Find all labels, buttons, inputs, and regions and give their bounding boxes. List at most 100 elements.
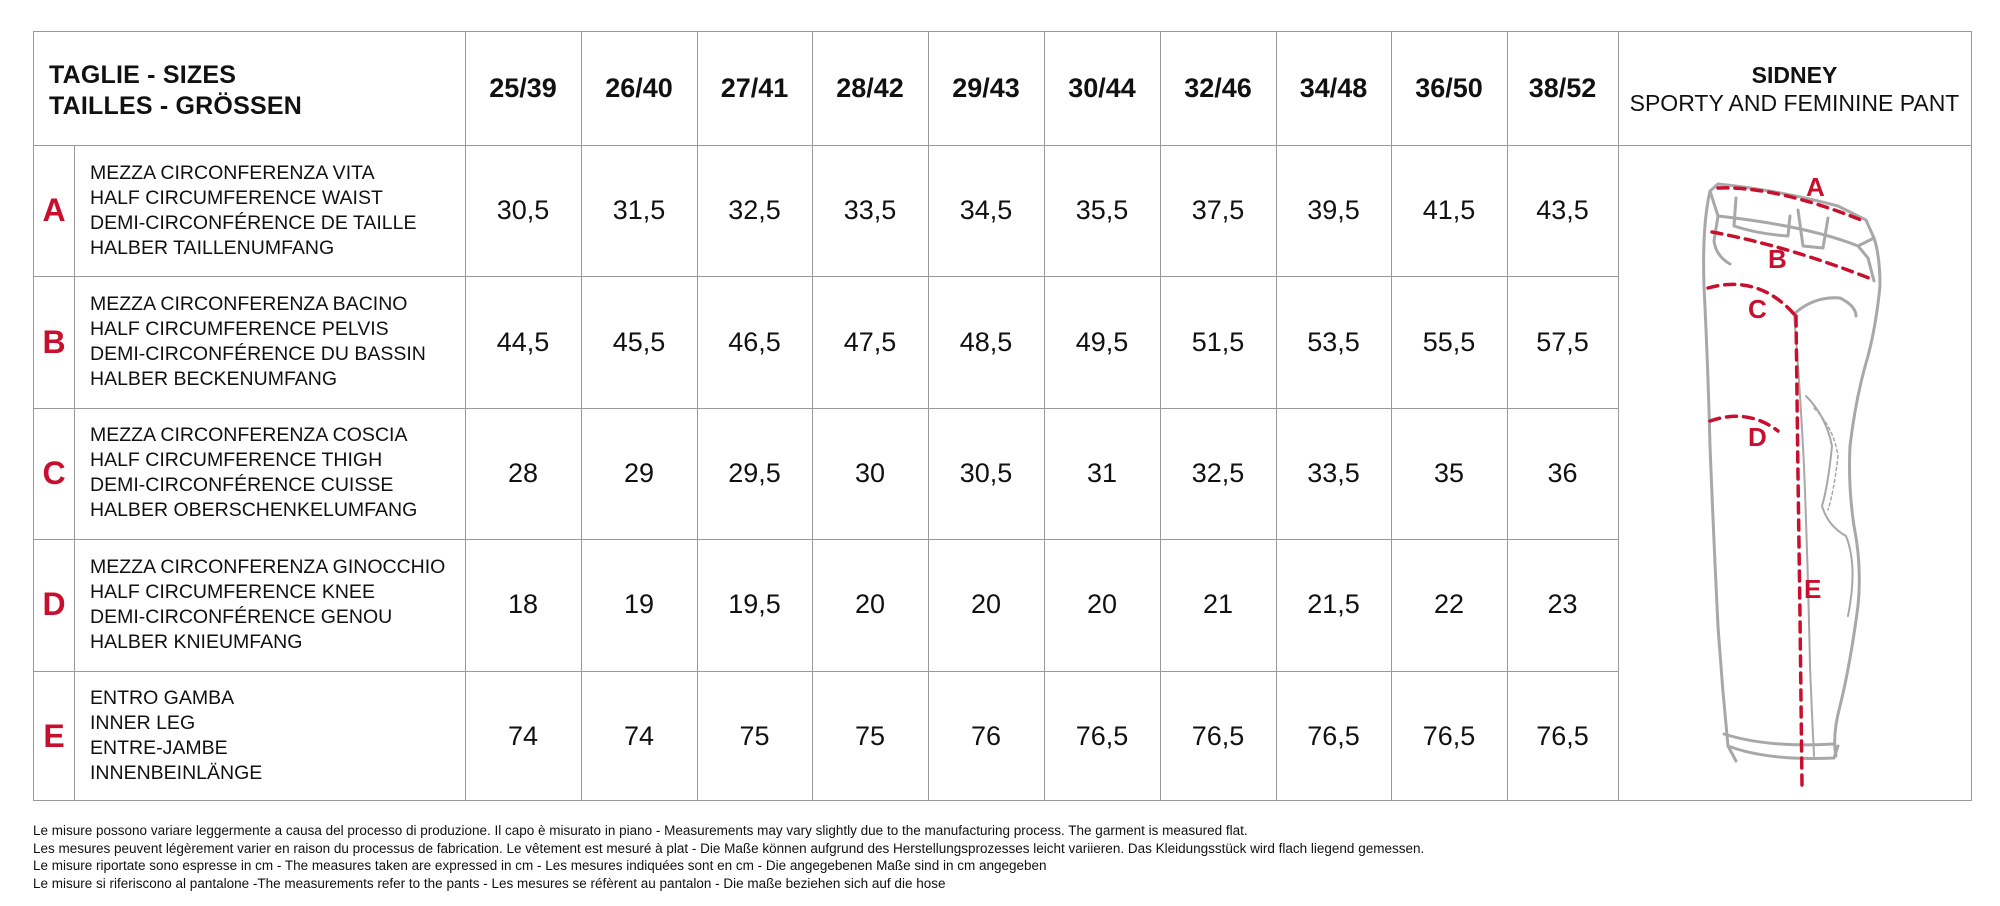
title-line-1: TAGLIE - SIZES: [49, 61, 237, 89]
measure-description: ENTRO GAMBA INNER LEG ENTRE-JAMBE INNENBEIN…: [90, 673, 262, 800]
size-header: 26/40: [605, 73, 673, 103]
measure-value: 29,5: [728, 457, 781, 488]
footnotes: Le misure possono variare leggermente a …: [33, 822, 1424, 892]
measure-description: MEZZA CIRCONFERENZA VITA HALF CIRCUMFEREN…: [90, 147, 417, 274]
measure-value: 49,5: [1075, 326, 1129, 357]
measure-value: 76,5: [1075, 720, 1129, 751]
size-header: 29/43: [952, 73, 1020, 103]
size-header: 36/50: [1415, 73, 1483, 103]
measure-letter: C: [42, 454, 66, 491]
measure-value: 74: [507, 720, 539, 751]
column-divider: [1276, 32, 1277, 800]
measure-value: 18: [507, 589, 539, 620]
measure-value: 39,5: [1307, 195, 1360, 226]
row-divider: [1618, 145, 1971, 146]
table-title: TAGLIE - SIZES TAILLES - GRÖSSEN: [49, 60, 302, 122]
measure-label: ENTRE-JAMBE: [90, 737, 228, 760]
measure-value: 76,5: [1536, 720, 1589, 751]
measure-label: MEZZA CIRCONFERENZA COSCIA: [90, 424, 408, 447]
measure-value: 48,5: [959, 326, 1013, 357]
column-divider: [697, 32, 698, 800]
measure-value: 57,5: [1536, 326, 1589, 357]
column-divider: [812, 32, 813, 800]
measure-letter: A: [42, 192, 66, 229]
note-line: Le misure riportate sono espresse in cm …: [33, 858, 1047, 874]
measure-value: 30,5: [959, 457, 1013, 488]
measure-value: 19,5: [728, 589, 781, 620]
measure-value: 32,5: [728, 195, 781, 226]
measure-label: HALBER KNIEUMFANG: [90, 630, 303, 653]
size-header: 25/39: [489, 73, 557, 103]
column-divider: [581, 32, 582, 800]
measure-description: MEZZA CIRCONFERENZA COSCIA HALF CIRCUMFER…: [90, 410, 417, 537]
row-divider: [34, 407, 1618, 409]
row-divider: [34, 539, 1618, 541]
measure-value: 20: [970, 589, 1002, 620]
measure-value: 76,5: [1422, 720, 1476, 751]
measure-label: MEZZA CIRCONFERENZA GINOCCHIO: [90, 555, 446, 578]
measure-value: 76,5: [1307, 720, 1360, 751]
size-header: 27/41: [720, 73, 789, 103]
measure-label: HALF CIRCUMFERENCE WAIST: [90, 186, 383, 209]
measure-label: DEMI-CIRCONFÉRENCE DE TAILLE: [90, 211, 417, 234]
measure-value: 31: [1086, 457, 1118, 488]
measure-letter: B: [42, 323, 66, 360]
measure-value: 34,5: [959, 195, 1013, 226]
measure-line-e: [1794, 314, 1804, 788]
size-header: 38/52: [1528, 73, 1597, 103]
marker-e: E: [1804, 574, 1821, 604]
measure-letter: E: [43, 717, 65, 754]
measure-value: 41,5: [1422, 195, 1476, 226]
measure-value: 53,5: [1307, 326, 1360, 357]
measure-label: MEZZA CIRCONFERENZA BACINO: [90, 293, 408, 316]
measure-label: DEMI-CIRCONFÉRENCE CUISSE: [90, 474, 394, 497]
row-divider: [34, 145, 1618, 146]
note-line: Le misure si riferiscono al pantalone -T…: [33, 875, 946, 891]
measure-value: 45,5: [612, 326, 666, 357]
size-chart-table: TAGLIE - SIZES TAILLES - GRÖSSEN SIDNEY …: [33, 31, 1972, 801]
size-header: 34/48: [1299, 73, 1368, 103]
measure-value: 35,5: [1075, 195, 1129, 226]
column-divider: [1044, 32, 1045, 800]
note-line: Le misure possono variare leggermente a …: [33, 823, 1248, 838]
measure-value: 21,5: [1307, 589, 1360, 620]
model-description: SPORTY AND FEMININE PANT: [1629, 89, 1960, 116]
measure-letter: D: [42, 586, 66, 623]
marker-a: A: [1806, 172, 1825, 202]
title-line-2: TAILLES - GRÖSSEN: [49, 92, 302, 120]
measure-label: DEMI-CIRCONFÉRENCE DU BASSIN: [90, 343, 426, 366]
measure-label: HALBER OBERSCHENKELUMFANG: [90, 499, 418, 522]
model-header: SIDNEY SPORTY AND FEMININE PANT: [1618, 32, 1971, 145]
measure-label: INNER LEG: [90, 712, 196, 735]
measure-value: 30,5: [496, 195, 550, 226]
measure-label: HALBER TAILLENUMFANG: [90, 236, 335, 259]
measure-value: 47,5: [843, 326, 897, 357]
measure-value: 76: [970, 720, 1002, 751]
row-divider: [34, 276, 1618, 278]
size-header: 30/44: [1068, 73, 1136, 103]
measure-value: 55,5: [1422, 326, 1476, 357]
measure-label: INNENBEINLÄNGE: [90, 762, 263, 785]
measure-label: HALF CIRCUMFERENCE THIGH: [90, 449, 383, 472]
marker-c: C: [1748, 294, 1767, 324]
measure-label: HALF CIRCUMFERENCE PELVIS: [90, 318, 389, 341]
measure-value: 75: [739, 720, 770, 751]
marker-d: D: [1748, 422, 1767, 452]
measure-value: 28: [507, 457, 539, 488]
note-line: Les mesures peuvent légèrement varier en…: [33, 840, 1425, 856]
measure-value: 19: [623, 589, 655, 620]
column-divider: [1618, 32, 1619, 800]
column-divider: [1391, 32, 1392, 800]
measure-value: 22: [1433, 589, 1465, 620]
measure-line-a: [1716, 186, 1868, 224]
measure-line-b: [1710, 230, 1876, 282]
measure-label: DEMI-CIRCONFÉRENCE GENOU: [90, 605, 393, 628]
size-header: 32/46: [1184, 73, 1252, 103]
measure-value: 46,5: [728, 326, 781, 357]
measure-value: 30: [854, 457, 886, 488]
measure-value: 74: [623, 720, 655, 751]
measure-value: 44,5: [496, 326, 550, 357]
measure-value: 32,5: [1191, 457, 1245, 488]
measure-value: 23: [1547, 589, 1578, 620]
measure-value: 33,5: [1307, 457, 1360, 488]
